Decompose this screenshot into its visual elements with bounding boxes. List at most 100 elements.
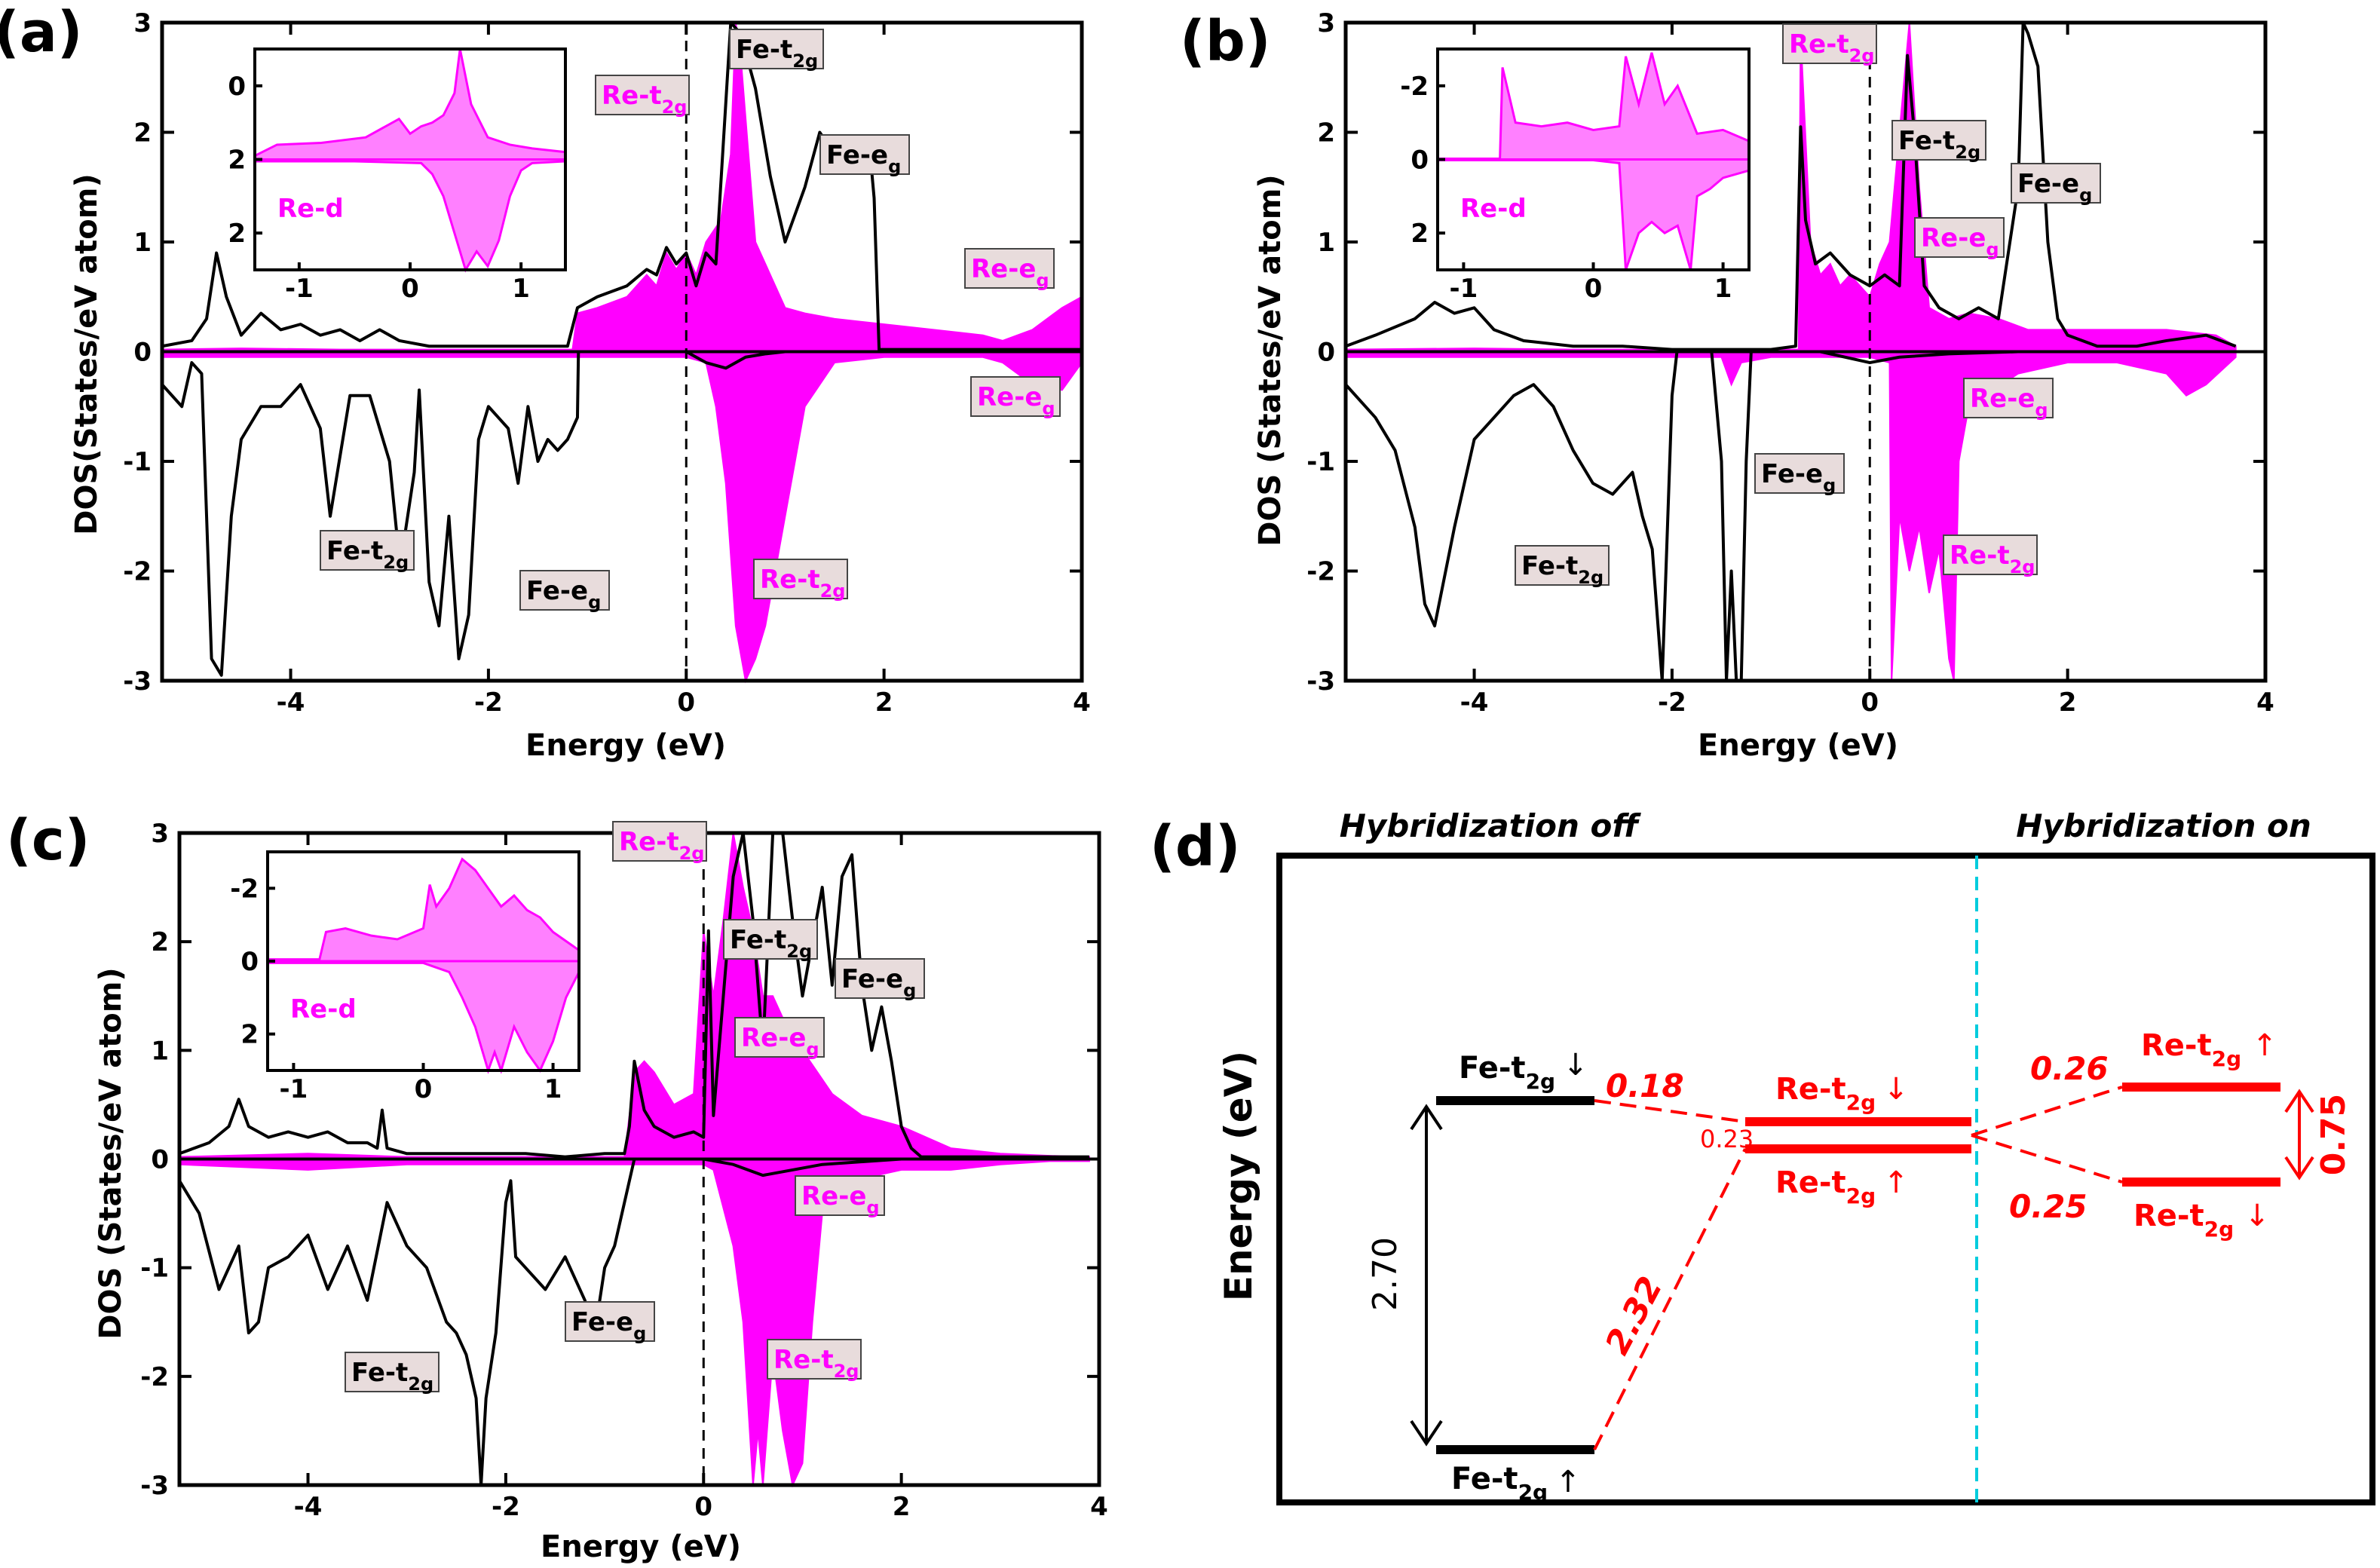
fe-upper-label: Fe-t2g ↓	[1459, 1048, 1588, 1094]
gap-on-arrow	[2284, 1089, 2314, 1181]
panel-c-series-fe-up	[179, 831, 1089, 1159]
panel-a-xtick-label: 0	[677, 688, 695, 718]
panel-b-ytick-label: -3	[1306, 666, 1335, 697]
panel-a-inset-ytick-label: 0	[228, 72, 246, 102]
panel-c: (c) DOS (States/eV atom) Energy (eV) -4 -…	[6, 808, 1108, 1564]
panel-a-tag-text: Re-eg	[971, 254, 1049, 291]
panel-a-tag: Re-eg	[964, 248, 1055, 291]
panel-a-tag-box	[320, 530, 415, 571]
panel-a-label: (a)	[0, 0, 83, 65]
panel-b-tag: Fe-t2g	[1515, 545, 1610, 588]
panel-c-ytick-label: 0	[151, 1145, 169, 1175]
value-0-26: 0.26	[2030, 1050, 2109, 1087]
panel-a-xtick-label: 4	[1073, 688, 1091, 718]
panel-b-inset-ytick-label: 0	[1411, 145, 1429, 176]
panel-c-series-re-up	[179, 832, 1090, 1160]
panel-c-ytick-label: 2	[151, 927, 169, 957]
re-on-lower-label: Re-t2g ↓	[2133, 1199, 2270, 1242]
panel-a-tag-text: Fe-eg	[526, 576, 601, 613]
panel-a-ytick-label: 3	[133, 8, 152, 38]
panel-a-inset-up	[253, 48, 567, 161]
panel-b-tag-box	[1891, 120, 1986, 161]
panel-a-tag-text: Fe-t2g	[326, 536, 409, 573]
panel-c-tag-text: Fe-t2g	[730, 925, 812, 962]
panel-b-tag-box	[1515, 545, 1610, 586]
panel-c-tag-text: Fe-eg	[841, 964, 916, 1001]
panel-a-tag-box	[964, 248, 1055, 289]
panel-a-series-re-down	[161, 351, 1083, 684]
panel-b-series-fe-down	[1344, 350, 2236, 682]
panel-a-xlabel: Energy (eV)	[525, 728, 726, 763]
panel-a-ytick-label: 1	[133, 228, 152, 258]
panel-c-tag: Fe-eg	[565, 1301, 655, 1344]
panel-b-ytick-label: -1	[1306, 447, 1335, 477]
panel-c-tag-box	[734, 1017, 825, 1058]
panel-c-inset-ytick-label: 2	[240, 1020, 259, 1050]
panel-a-ytick-label: -1	[123, 447, 152, 477]
panel-a-ytick-label: 0	[133, 338, 152, 368]
panel-b-tags: Re-t2g Fe-t2g Fe-eg Re-eg Re-eg Fe-eg Fe-t2g Re…	[1515, 23, 2101, 588]
re-off-upper-label: Re-t2g ↓	[1775, 1072, 1909, 1115]
panel-a-tag-text: Re-t2g	[760, 565, 846, 602]
panel-c-tag-text: Re-eg	[741, 1023, 819, 1060]
panel-c-xtick-label: 0	[694, 1492, 712, 1522]
panel-b-tag-text: Re-eg	[1921, 223, 1999, 260]
panel-b-inset-xtick-label: 1	[1714, 274, 1732, 304]
panel-c-inset-up	[266, 857, 580, 963]
panel-a-tag: Re-eg	[970, 376, 1061, 419]
value-0-23: 0.23	[1700, 1125, 1754, 1153]
panel-b-inset: -1 0 1 -2 0 2 Re-d	[1400, 47, 1751, 304]
panel-b-xlabel: Energy (eV)	[1698, 728, 1898, 763]
panel-a-inset-xtick-label: 1	[512, 274, 530, 304]
panel-b-series-re-down	[1345, 351, 2237, 681]
panel-c-tag: Re-t2g	[612, 821, 707, 864]
panel-c-inset-ytick-label: -2	[230, 874, 259, 904]
connector-fe-lower	[1593, 1148, 1747, 1450]
panel-a-inset-ytick-label: 2	[228, 145, 246, 176]
panel-a-inset-label: Re-d	[277, 194, 344, 224]
panel-b-ylabel: DOS (States/eV atom)	[1253, 174, 1288, 546]
panel-c-tag-box	[767, 1339, 862, 1380]
panel-c-inset: -1 0 1 -2 0 2 Re-d	[230, 850, 580, 1104]
header-off: Hybridization off	[1340, 807, 1642, 844]
panel-a-tag-text: Fe-eg	[826, 140, 901, 177]
panel-a-tag: Re-t2g	[595, 75, 690, 118]
panel-c-series-fe-down	[178, 1157, 1089, 1487]
panel-a-inset-xtick-label: 0	[401, 274, 419, 304]
panel-b-tag-box	[2011, 163, 2101, 204]
panel-c-inset-xtick-label: 0	[415, 1074, 433, 1104]
panel-d-label: (d)	[1150, 814, 1241, 879]
panel-c-tag-box	[795, 1175, 885, 1216]
panel-d-frame	[1276, 853, 2375, 1505]
panel-a-tag-text: Re-t2g	[602, 81, 688, 118]
panel-a-tag: Re-t2g	[753, 559, 848, 602]
panel-c-tag-text: Fe-eg	[571, 1307, 646, 1344]
panel-b-plot: -4 -2 0 2 4 -3 -2 -1 0 1 2 3	[1306, 8, 2274, 718]
panel-c-tag-text: Fe-t2g	[351, 1358, 433, 1395]
panel-c-tags: Re-t2g Fe-t2g Re-eg Fe-eg Re-eg Fe-eg Re-t2g Fe…	[345, 821, 925, 1395]
panel-b-tag-text: Fe-t2g	[1898, 126, 1980, 163]
panel-c-ytick-label: -1	[140, 1254, 169, 1284]
panel-b-ytick-label: 2	[1317, 118, 1335, 149]
panel-a-tags: Fe-t2g Re-t2g Fe-eg Re-eg Re-eg Fe-t2g Fe-eg Re…	[320, 29, 1061, 613]
panel-b-xtick-label: -2	[1658, 688, 1686, 718]
panel-a-tag-text: Re-eg	[977, 382, 1055, 419]
panel-c-inset-xtick-label: 1	[544, 1074, 562, 1104]
fe-lower-label: Fe-t2g ↑	[1451, 1462, 1581, 1505]
panel-b-xtick-label: 4	[2256, 688, 2274, 718]
panel-a-plot: -4 -2 0 2 4 -3 -2 -1 0 1 2 3	[123, 8, 1091, 718]
panel-a-ytick-label: -3	[123, 666, 152, 697]
panel-c-xlabel: Energy (eV)	[541, 1530, 741, 1564]
panel-b-tag-text: Re-t2g	[1950, 541, 2035, 577]
panel-b-tag: Fe-eg	[1754, 453, 1845, 496]
panel-c-tag: Re-eg	[795, 1175, 885, 1218]
panel-c-tag-box	[612, 821, 707, 862]
panel-b-series-fe-up	[1345, 21, 2237, 351]
panel-c-tag-box	[835, 958, 925, 999]
panel-b-tag: Re-eg	[1914, 217, 2005, 260]
panel-b-xtick-label: 0	[1861, 688, 1879, 718]
connector-on-lower	[1971, 1134, 2123, 1184]
panel-b-tag-box	[1943, 534, 2038, 575]
panel-b-tag: Re-eg	[1963, 378, 2054, 421]
